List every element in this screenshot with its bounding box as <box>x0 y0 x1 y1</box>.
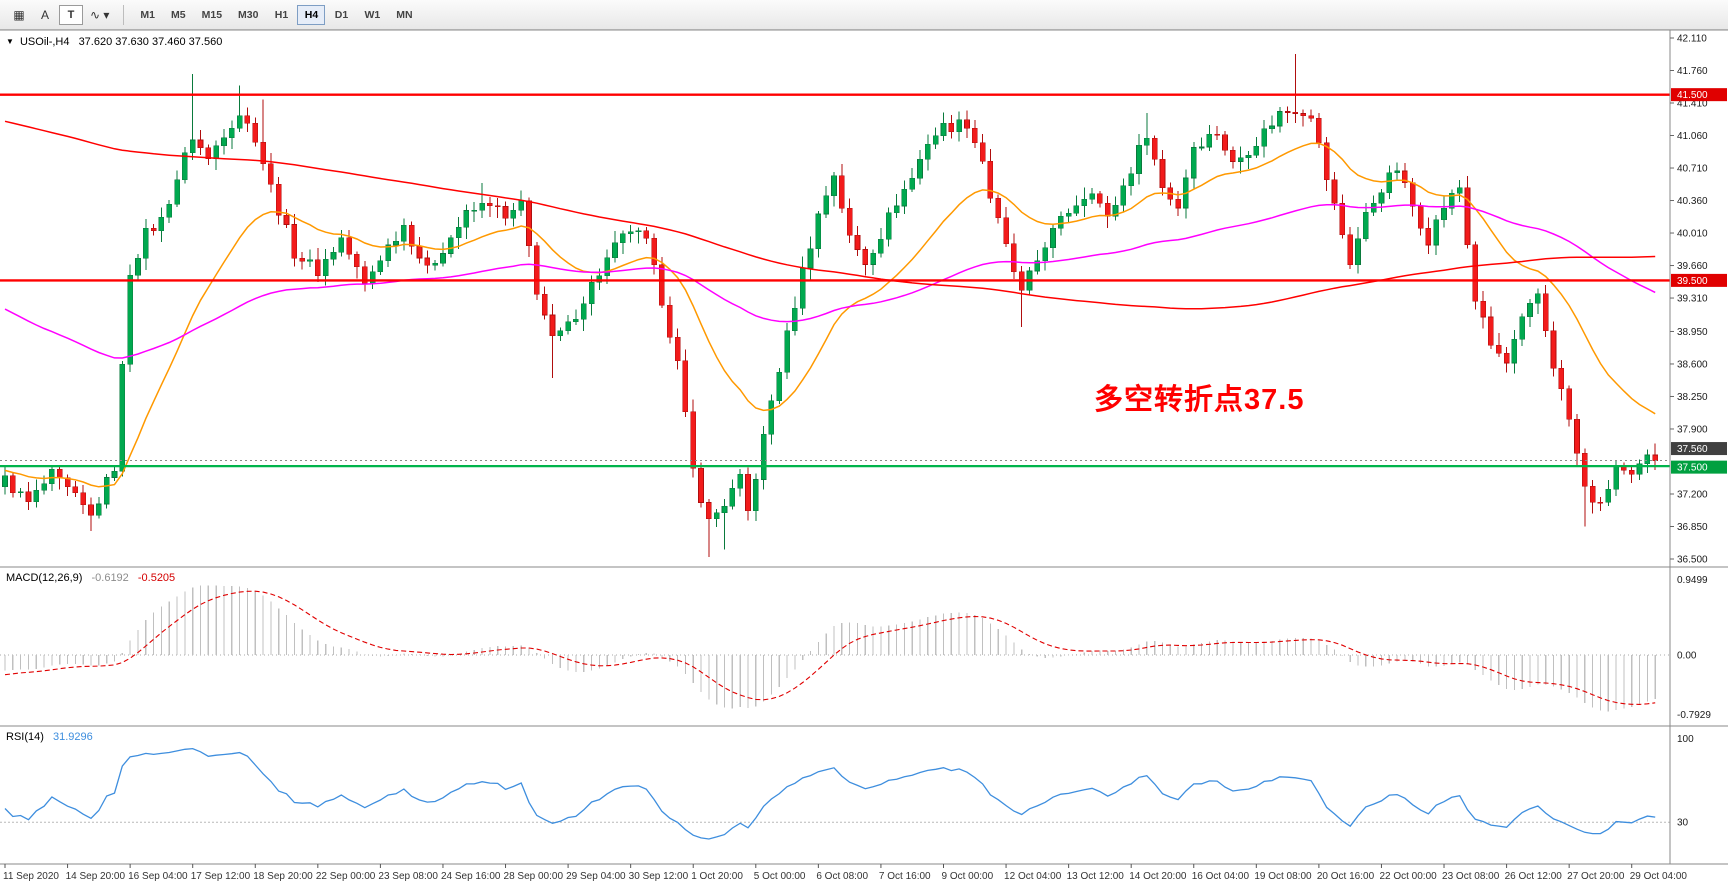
svg-text:1 Oct 20:00: 1 Oct 20:00 <box>691 871 743 882</box>
rsi-header: RSI(14) 31.9296 <box>6 731 93 743</box>
chart-annotation[interactable]: 多空转折点37.5 <box>1094 384 1305 416</box>
timeframe-mn-button[interactable]: MN <box>389 5 419 25</box>
rsi-value: 31.9296 <box>52 731 93 743</box>
svg-text:18 Sep 20:00: 18 Sep 20:00 <box>253 871 313 882</box>
timeframe-m30-button[interactable]: M30 <box>231 5 265 25</box>
indicators-button[interactable]: ∿ ▾ <box>85 4 114 26</box>
price-axis[interactable]: 42.110 41.760 41.410 41.060 40.710 40.360 40.0… <box>1670 34 1711 829</box>
svg-text:29 Oct 04:00: 29 Oct 04:00 <box>1630 871 1688 882</box>
svg-text:14 Sep 20:00: 14 Sep 20:00 <box>66 871 126 882</box>
rsi-line <box>4 747 1656 840</box>
ohlc-values: 37.620 37.630 37.460 37.560 <box>78 36 223 48</box>
template-tool-button[interactable]: T <box>59 4 83 25</box>
svg-text:30: 30 <box>1677 818 1689 829</box>
svg-text:38.950: 38.950 <box>1677 327 1708 338</box>
rsi-label: RSI(14) <box>6 731 44 743</box>
svg-text:0.9499: 0.9499 <box>1677 575 1708 586</box>
svg-text:37.560: 37.560 <box>1677 444 1708 455</box>
toolbar: ▦ A T ∿ ▾ M1 M5 M15 M30 H1 H4 D1 W1 MN <box>0 0 1728 30</box>
timeframes-group: M1 M5 M15 M30 H1 H4 D1 W1 MN <box>132 4 420 25</box>
timeframe-d1-button[interactable]: D1 <box>327 5 355 25</box>
macd-signal-value: -0.5205 <box>137 572 176 584</box>
svg-text:40.710: 40.710 <box>1677 164 1708 175</box>
svg-text:28 Sep 00:00: 28 Sep 00:00 <box>504 871 564 882</box>
svg-text:37.500: 37.500 <box>1677 463 1708 474</box>
tools-group: ▦ A T ∿ ▾ <box>6 4 115 26</box>
candlesticks <box>2 53 1658 558</box>
svg-text:38.250: 38.250 <box>1677 392 1708 403</box>
svg-text:12 Oct 04:00: 12 Oct 04:00 <box>1004 871 1062 882</box>
macd-main-value: -0.6192 <box>91 572 129 584</box>
svg-text:0.00: 0.00 <box>1677 650 1697 661</box>
svg-text:11 Sep 2020: 11 Sep 2020 <box>3 871 59 882</box>
svg-text:20 Oct 16:00: 20 Oct 16:00 <box>1317 871 1375 882</box>
svg-text:38.600: 38.600 <box>1677 359 1708 370</box>
price-tags: 41.500 39.500 37.560 37.500 <box>1671 88 1727 474</box>
svg-text:100: 100 <box>1677 734 1694 745</box>
svg-text:-0.7929: -0.7929 <box>1677 710 1711 721</box>
svg-text:36.850: 36.850 <box>1677 522 1708 533</box>
svg-text:41.410: 41.410 <box>1677 99 1708 110</box>
macd-histogram <box>4 585 1656 712</box>
svg-text:39.660: 39.660 <box>1677 261 1708 272</box>
svg-text:6 Oct 08:00: 6 Oct 08:00 <box>816 871 868 882</box>
timeframe-h1-button[interactable]: H1 <box>267 5 295 25</box>
svg-text:41.500: 41.500 <box>1677 90 1708 101</box>
macd-signal-line <box>4 590 1656 705</box>
svg-text:23 Oct 08:00: 23 Oct 08:00 <box>1442 871 1500 882</box>
svg-text:41.060: 41.060 <box>1677 131 1708 142</box>
toolbar-separator <box>123 4 125 25</box>
timeframe-m1-button[interactable]: M1 <box>133 5 162 25</box>
timeframe-w1-button[interactable]: W1 <box>357 5 387 25</box>
svg-text:23 Sep 08:00: 23 Sep 08:00 <box>378 871 438 882</box>
svg-text:37.200: 37.200 <box>1677 489 1708 500</box>
macd-header: MACD(12,26,9) -0.6192 -0.5205 <box>6 572 175 584</box>
horizontal-lines[interactable] <box>0 93 1670 468</box>
svg-text:7 Oct 16:00: 7 Oct 16:00 <box>879 871 931 882</box>
svg-text:14 Oct 20:00: 14 Oct 20:00 <box>1129 871 1187 882</box>
text-tool-button[interactable]: A <box>33 4 57 26</box>
svg-text:41.760: 41.760 <box>1677 66 1708 77</box>
chart-grid-icon[interactable]: ▦ <box>7 4 31 26</box>
svg-text:39.500: 39.500 <box>1677 276 1708 287</box>
svg-text:19 Oct 08:00: 19 Oct 08:00 <box>1254 871 1312 882</box>
svg-text:36.500: 36.500 <box>1677 555 1708 566</box>
svg-text:29 Sep 04:00: 29 Sep 04:00 <box>566 871 626 882</box>
timeframe-h4-button[interactable]: H4 <box>297 4 326 25</box>
svg-text:42.110: 42.110 <box>1677 34 1707 45</box>
svg-text:26 Oct 12:00: 26 Oct 12:00 <box>1505 871 1563 882</box>
svg-text:9 Oct 00:00: 9 Oct 00:00 <box>941 871 993 882</box>
timeframe-m15-button[interactable]: M15 <box>195 5 229 25</box>
symbol-header: ▼ USOil-,H4 37.620 37.630 37.460 37.560 <box>6 36 222 48</box>
svg-text:5 Oct 00:00: 5 Oct 00:00 <box>754 871 806 882</box>
svg-text:22 Oct 00:00: 22 Oct 00:00 <box>1379 871 1437 882</box>
macd-label: MACD(12,26,9) <box>6 572 83 584</box>
symbol-timeframe-label: USOil-,H4 <box>19 36 70 48</box>
panel-frame <box>0 29 1728 865</box>
time-axis[interactable]: 11 Sep 2020 14 Sep 20:00 16 Sep 04:00 17 Se… <box>3 864 1687 882</box>
svg-text:27 Oct 20:00: 27 Oct 20:00 <box>1567 871 1625 882</box>
svg-text:17 Sep 12:00: 17 Sep 12:00 <box>191 871 251 882</box>
svg-text:40.360: 40.360 <box>1677 196 1708 207</box>
svg-text:16 Oct 04:00: 16 Oct 04:00 <box>1192 871 1250 882</box>
svg-text:16 Sep 04:00: 16 Sep 04:00 <box>128 871 188 882</box>
svg-text:39.310: 39.310 <box>1677 294 1708 305</box>
svg-text:22 Sep 00:00: 22 Sep 00:00 <box>316 871 376 882</box>
timeframe-m5-button[interactable]: M5 <box>164 5 193 25</box>
svg-text:37.900: 37.900 <box>1677 424 1708 435</box>
svg-text:24 Sep 16:00: 24 Sep 16:00 <box>441 871 501 882</box>
svg-text:40.010: 40.010 <box>1677 229 1708 240</box>
svg-text:30 Sep 12:00: 30 Sep 12:00 <box>629 871 689 882</box>
svg-text:13 Oct 12:00: 13 Oct 12:00 <box>1067 871 1125 882</box>
chart-dropdown-icon[interactable]: ▼ <box>6 37 14 46</box>
